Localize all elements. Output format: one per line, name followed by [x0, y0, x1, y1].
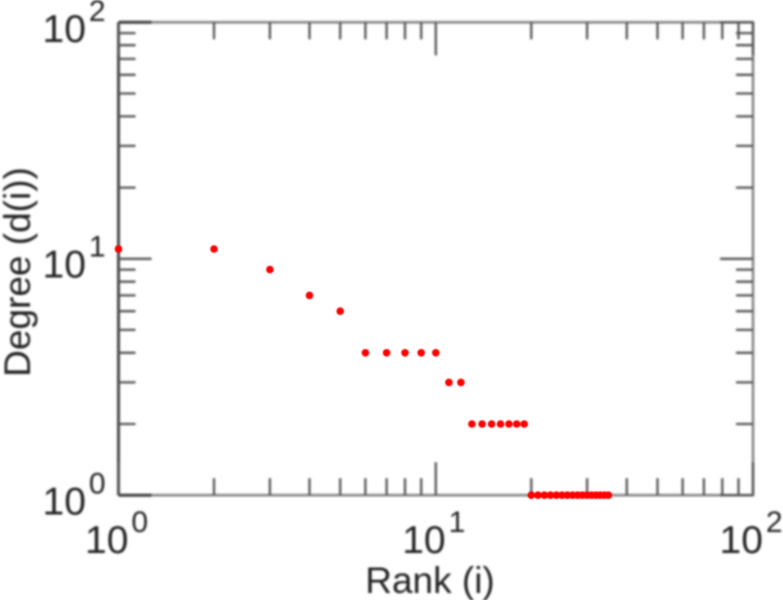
- svg-text:100: 10 0: [85, 506, 148, 562]
- svg-text:100: 10 0: [43, 468, 106, 524]
- svg-text:Rank (i): Rank (i): [365, 560, 495, 600]
- svg-text:Degree (d(i)): Degree (d(i)): [0, 167, 38, 377]
- svg-text:101: 10 1: [43, 231, 106, 287]
- svg-text:101: 10 1: [402, 506, 465, 562]
- svg-text:102: 10 2: [720, 506, 783, 562]
- svg-text:102: 10 2: [43, 0, 106, 51]
